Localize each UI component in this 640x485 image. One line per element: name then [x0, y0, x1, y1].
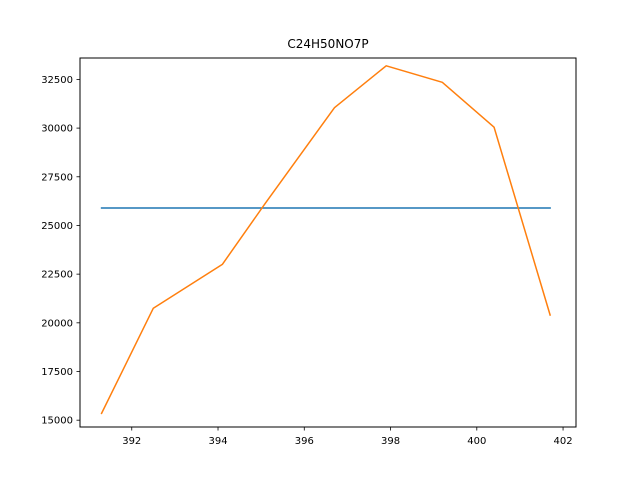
- y-tick-label: 27500: [41, 172, 73, 183]
- y-tick-label: 15000: [41, 416, 73, 427]
- x-tick-label: 398: [381, 436, 400, 447]
- plot-area-frame: [79, 57, 577, 428]
- y-tick-label: 22500: [41, 270, 73, 281]
- y-tick-label: 25000: [41, 221, 73, 232]
- y-tick-label: 20000: [41, 318, 73, 329]
- series-layer: [100, 65, 552, 415]
- x-tick-label: 396: [295, 436, 314, 447]
- x-axis: 392 394 396 398 400 402: [122, 427, 573, 447]
- x-tick-label: 394: [208, 436, 227, 447]
- x-tick-label: 400: [467, 436, 486, 447]
- chart-title: C24H50NO7P: [287, 37, 368, 51]
- x-tick-label: 402: [554, 436, 573, 447]
- y-tick-label: 32500: [41, 75, 73, 86]
- y-axis: 15000 17500 20000 22500 25000 27500 30000 32500: [41, 75, 80, 427]
- x-tick-label: 392: [122, 436, 141, 447]
- series-line-2: [100, 65, 552, 415]
- y-tick-label: 17500: [41, 367, 73, 378]
- y-tick-label: 30000: [41, 124, 73, 135]
